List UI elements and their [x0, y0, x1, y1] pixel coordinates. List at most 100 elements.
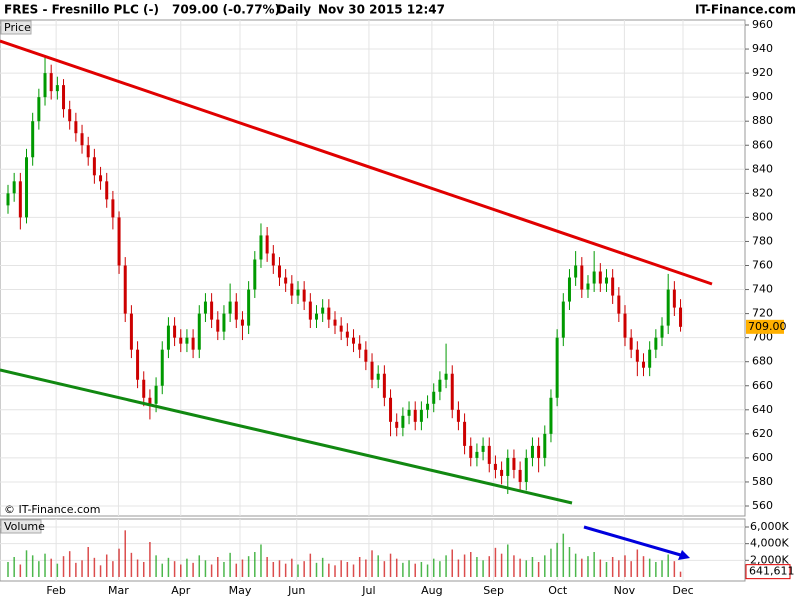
- volume-bar: [679, 571, 682, 577]
- volume-bar: [112, 561, 114, 577]
- volume-bar: [544, 555, 546, 577]
- candle-body: [296, 289, 300, 296]
- candle-body: [18, 181, 22, 218]
- volume-bar: [519, 558, 521, 577]
- candle-body: [222, 313, 226, 332]
- x-tick-label: Nov: [614, 584, 636, 597]
- candle-body: [271, 253, 275, 266]
- candle-body: [284, 277, 288, 284]
- y-tick-label: 760: [752, 259, 773, 272]
- candle-body: [395, 421, 399, 428]
- volume-bar: [266, 557, 268, 577]
- candle-body: [413, 409, 417, 422]
- support-trendline: [0, 368, 573, 505]
- volume-bar: [655, 562, 657, 577]
- volume-bar: [426, 564, 429, 577]
- candle-body: [25, 157, 29, 218]
- volume-bar: [605, 562, 608, 577]
- period: Daily: [277, 3, 311, 17]
- volume-bar: [414, 563, 416, 577]
- volume-bar: [550, 548, 552, 577]
- candle-body: [574, 265, 578, 278]
- volume-bar: [315, 562, 318, 577]
- volume-bar: [161, 563, 163, 577]
- y-tick-label: 960: [752, 18, 773, 31]
- x-tick-label: May: [229, 584, 252, 597]
- candle-body: [315, 313, 318, 320]
- volume-bar: [673, 561, 676, 577]
- volume-bar: [124, 530, 126, 577]
- y-tick-label: 920: [752, 66, 773, 79]
- candle-body: [456, 409, 460, 422]
- v-tick-label: 6,000K: [750, 520, 789, 533]
- candle-body: [679, 307, 683, 327]
- volume-bar: [297, 564, 299, 577]
- volume-bar: [19, 564, 22, 577]
- volume-bar: [62, 556, 65, 577]
- site: IT-Finance.com: [695, 3, 796, 17]
- volume-bar: [365, 559, 367, 577]
- candle-body: [86, 145, 90, 158]
- volume-bar: [470, 552, 472, 577]
- volume-bar: [395, 558, 398, 577]
- candle-body: [290, 283, 294, 296]
- candle-body: [339, 325, 343, 332]
- volume-bar: [272, 562, 275, 577]
- candle-body: [154, 385, 158, 404]
- volume-bar: [537, 562, 540, 577]
- volume-bar: [13, 557, 15, 577]
- volume-bar: [383, 561, 386, 577]
- candle-body: [586, 283, 590, 290]
- last-close-label: 709.00: [748, 320, 787, 333]
- volume-bar: [432, 558, 435, 577]
- candle-body: [37, 97, 41, 122]
- candle-body: [567, 277, 571, 302]
- volume-bar: [44, 553, 46, 577]
- candle-body: [512, 457, 516, 470]
- y-tick-label: 700: [752, 331, 773, 344]
- volume-bar: [618, 560, 620, 577]
- candle-body: [31, 121, 35, 158]
- candle-body: [148, 397, 152, 404]
- candle-body: [12, 181, 16, 194]
- x-tick-label: Jul: [361, 584, 375, 597]
- volume-bar: [291, 558, 293, 577]
- price-tag: [0, 20, 32, 35]
- volume-bar: [210, 564, 213, 577]
- header-bar: [0, 0, 800, 18]
- candle-body: [92, 157, 96, 176]
- volume-bar: [611, 557, 614, 577]
- candle-body: [6, 193, 10, 206]
- y-tick-label: 840: [752, 162, 773, 175]
- candle-body: [611, 277, 615, 296]
- volume-bar: [56, 563, 59, 577]
- candle-body: [105, 181, 109, 200]
- candle-body: [247, 289, 251, 326]
- y-tick-label: 620: [752, 427, 773, 440]
- volume-bar: [247, 556, 250, 577]
- last-volume-box: [745, 564, 791, 580]
- candle-body: [228, 301, 232, 314]
- y-tick-label: 780: [752, 234, 773, 247]
- y-tick-label: 660: [752, 379, 773, 392]
- volume-bar: [599, 559, 602, 577]
- volume-bar: [50, 558, 52, 577]
- price-label: Price: [4, 21, 31, 34]
- volume-bar: [93, 557, 96, 577]
- candle-body: [277, 265, 281, 278]
- candle-body: [500, 469, 504, 476]
- candle-body: [493, 463, 497, 470]
- volume-bar: [531, 557, 534, 577]
- volume-bar: [278, 560, 281, 577]
- candle-body: [55, 85, 59, 92]
- last-close-box: [746, 319, 784, 334]
- candle-body: [68, 109, 72, 122]
- candle-body: [617, 295, 621, 314]
- volume-bar: [587, 556, 589, 577]
- candle-body: [111, 199, 115, 218]
- candle-body: [74, 121, 78, 134]
- volume-bar: [525, 560, 528, 577]
- volume-bar: [420, 562, 423, 577]
- candle-body: [129, 313, 133, 350]
- volume-bar: [241, 559, 244, 577]
